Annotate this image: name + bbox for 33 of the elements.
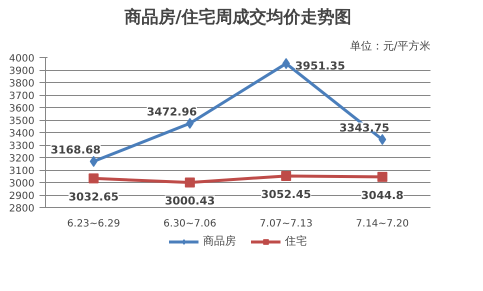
y-tick-label: 3200: [9, 154, 35, 164]
data-label: 3951.35: [295, 60, 346, 73]
y-tick-label: 3500: [9, 116, 35, 127]
y-tick-label: 3100: [9, 166, 35, 177]
chart-title: 商品房/住宅周成交均价走势图: [123, 8, 352, 28]
x-tick-label: 6.23~6.29: [67, 218, 120, 230]
y-tick-label: 3000: [9, 178, 35, 190]
data-label: 3044.8: [361, 188, 404, 202]
y-tick-label: 3800: [9, 78, 35, 90]
x-tick-label: 7.14~7.20: [356, 218, 409, 230]
legend-label: 住宅: [285, 234, 307, 248]
data-label: 3472.96: [146, 105, 198, 118]
y-tick-label: 3600: [9, 104, 35, 114]
y-tick-label: 3700: [9, 91, 35, 102]
data-label: 3343.75: [339, 122, 390, 135]
x-tick-label: 6.30~7.06: [163, 218, 216, 230]
data-label: 3000.43: [164, 194, 215, 208]
x-tick-label: 7.07~7.13: [260, 218, 313, 230]
point: [88, 173, 99, 184]
y-tick-label: 2900: [9, 191, 35, 202]
text: 单位：元/平方米: [350, 40, 431, 52]
data-label: 3032.65: [68, 190, 119, 204]
point: [281, 170, 292, 181]
point: [184, 177, 195, 188]
y-tick-label: 2800: [9, 204, 35, 214]
legend-label: 商品房: [203, 234, 236, 248]
y-tick-label: 3900: [9, 66, 35, 77]
y-tick-label: 3300: [9, 141, 35, 152]
y-tick-label: 3400: [9, 128, 35, 140]
data-label: 3168.68: [50, 143, 101, 156]
point: [377, 172, 388, 182]
y-tick-label: 4000: [9, 54, 35, 64]
data-label: 3052.45: [261, 188, 312, 201]
